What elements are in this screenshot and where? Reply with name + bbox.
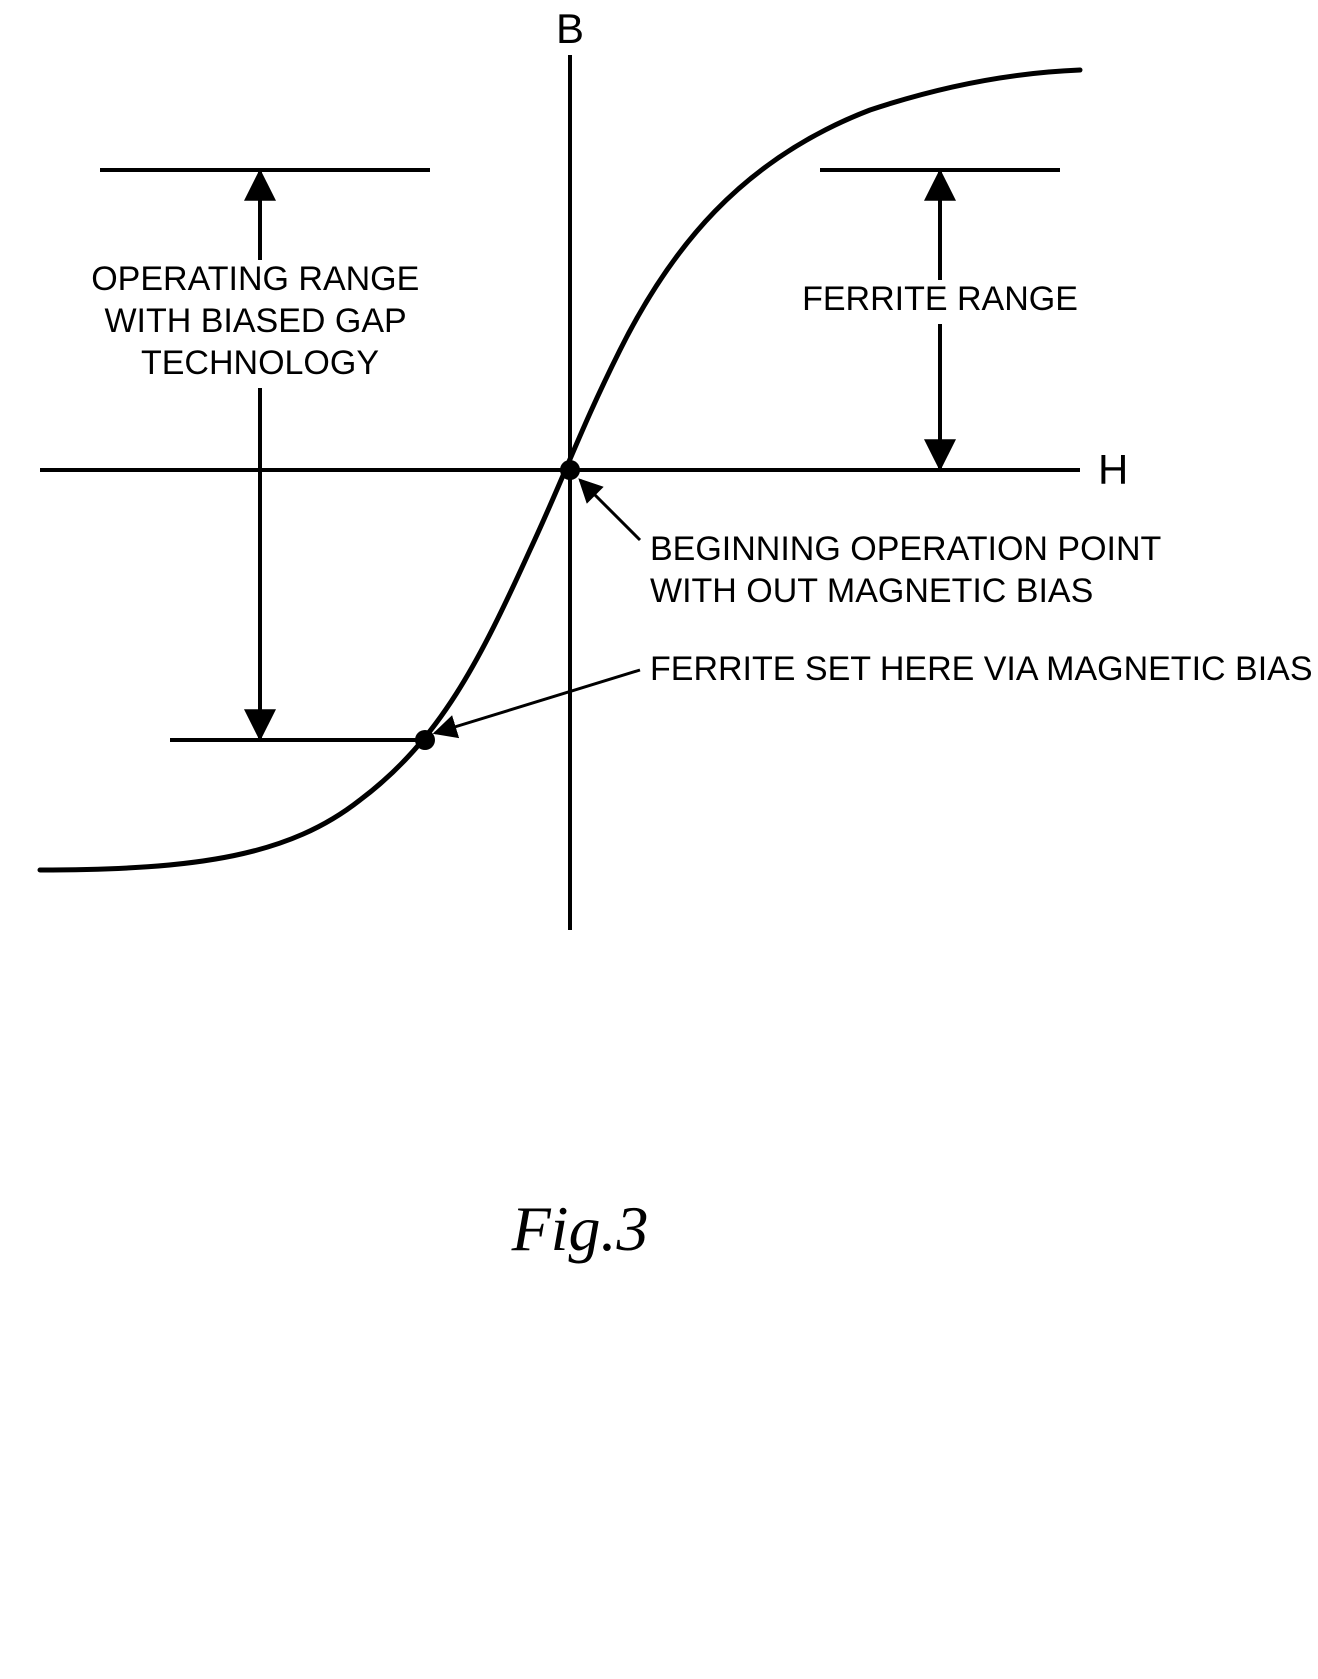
bias-callout-label: FERRITE SET HERE VIA MAGNETIC BIAS xyxy=(650,650,1313,688)
leader-to-origin-point xyxy=(580,480,640,540)
axis-label-h: H xyxy=(1098,446,1128,493)
figure-caption: Fig.3 xyxy=(511,1193,649,1264)
right-range-label: FERRITE RANGE xyxy=(802,280,1078,318)
origin-callout-label: BEGINNING OPERATION POINT WITH OUT MAGNE… xyxy=(650,530,1170,610)
origin-operating-point xyxy=(560,460,580,480)
axis-label-b: B xyxy=(556,5,584,52)
bh-curve-diagram: B H OPERATING RANGE WITH BIASED GAP TECH… xyxy=(0,0,1318,1679)
left-range-label: OPERATING RANGE WITH BIASED GAP TECHNOLO… xyxy=(91,260,429,382)
